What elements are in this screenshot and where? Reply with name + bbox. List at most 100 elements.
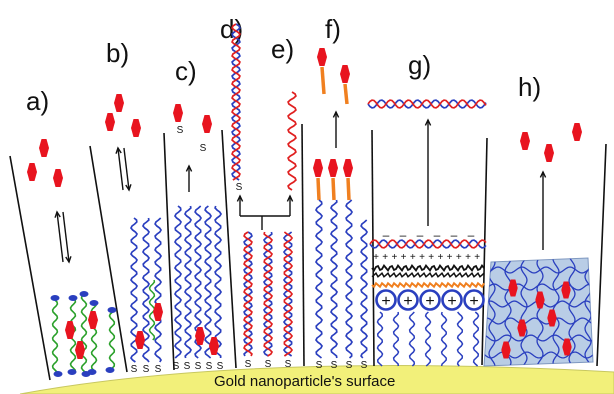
crosslink-chain: [536, 258, 544, 366]
rna-strand: [369, 239, 487, 249]
panel-label-b: b): [106, 38, 129, 68]
positive-charge: +: [465, 252, 471, 263]
linker: [346, 177, 351, 201]
positive-charge: +: [447, 252, 453, 263]
conjugated-strand: S: [343, 159, 354, 371]
thiol-label: S: [195, 361, 202, 372]
cationic-group: +: [375, 289, 397, 311]
panel-label-e: e): [271, 34, 294, 64]
crosslink-chain: [584, 258, 592, 366]
arrow-shaft: [56, 211, 64, 263]
thiol-label: S: [346, 360, 353, 371]
panel-h: [483, 123, 594, 367]
anchor-chain: [392, 311, 400, 367]
crosslink-chain: [520, 258, 528, 366]
drug-molecule: [520, 132, 530, 150]
conjugated-strand: S: [328, 159, 339, 371]
ligand-head: [68, 295, 78, 301]
dna-strand: [330, 199, 339, 359]
dna-strand: [184, 205, 193, 359]
dna-strand: [204, 205, 213, 359]
negative-charge: –: [434, 228, 441, 242]
drug-molecule: [313, 159, 323, 177]
arrow-head: [332, 110, 340, 118]
panel-label-a: a): [26, 86, 49, 116]
positive-charge: +: [391, 252, 397, 263]
release-arrow: [185, 164, 193, 192]
panel-g: – – – – – –+ + + + + + + + + + + ++ + + + +: [367, 99, 487, 367]
release-arrow: [539, 170, 547, 250]
dna-strand: [142, 217, 151, 363]
release-arrow-e: [286, 194, 294, 216]
release-arrow-d: [236, 194, 244, 216]
cationic-ring: [463, 289, 485, 311]
cationic-group: +: [397, 289, 419, 311]
rna-strand: [231, 23, 241, 181]
thiol-label: S: [245, 359, 252, 370]
arrow-shaft: [117, 147, 124, 191]
thiol-label: S: [265, 359, 272, 370]
panel-d-e: S S S S: [231, 23, 297, 370]
dna-strand: [369, 239, 487, 249]
drug-molecule: [39, 139, 49, 157]
thiol-label: S: [217, 361, 224, 372]
arrow-up: [115, 146, 124, 191]
arrow-down: [123, 147, 132, 192]
panel-c: SSS S S S S: [173, 104, 224, 372]
rna-strand: [243, 231, 253, 357]
cationic-ring: [441, 289, 463, 311]
negative-charge: –: [468, 228, 475, 242]
thiol-label: S: [177, 125, 184, 136]
drug-linker-conjugate: [340, 65, 350, 105]
positive-charge: +: [469, 293, 478, 310]
arrow-head: [125, 184, 132, 192]
cationic-group: +: [463, 289, 485, 311]
panel-label-f: f): [325, 14, 341, 44]
negative-charge: –: [451, 228, 458, 242]
drug-molecule: [572, 123, 582, 141]
dna-strand: [282, 231, 293, 357]
dna-strand: [345, 199, 354, 359]
ligand-anchor: [105, 367, 115, 373]
thiol-label: S: [285, 359, 292, 370]
dna-strand: [367, 99, 487, 109]
drug-molecule: [88, 311, 98, 329]
positive-charge: +: [474, 252, 480, 263]
negative-charge: –: [383, 228, 390, 242]
panel-a: [27, 139, 117, 377]
drug-molecule: [340, 65, 350, 83]
anchor-chain: [456, 311, 464, 367]
drug-molecule: [135, 331, 145, 349]
ligand: [79, 291, 91, 377]
linker-layer: [371, 281, 485, 289]
ligand-chain: [80, 295, 88, 375]
thiol-label: S: [316, 360, 323, 371]
drug-molecule: [65, 321, 75, 339]
thiol-label: S: [173, 361, 180, 372]
dna-strand: [154, 217, 163, 363]
ligand-anchor: [67, 369, 77, 375]
positive-charge: +: [447, 293, 456, 310]
drug-molecule: [202, 115, 212, 133]
release-arrow: [332, 110, 340, 148]
panel-walls: [9, 123, 607, 381]
polymer-layer: [371, 271, 485, 278]
positive-charge: +: [425, 293, 434, 310]
anchor-chain: [472, 311, 480, 367]
thiol-label: S: [155, 364, 162, 375]
surface-label: Gold nanoparticle's surface: [214, 373, 395, 390]
arrow-shaft: [62, 211, 70, 263]
thiol-label: S: [184, 361, 191, 372]
gold-nanoparticle-surface: [19, 365, 614, 394]
cationic-ring: [419, 289, 441, 311]
thiol-label: S: [331, 360, 338, 371]
rna-strand: [287, 91, 297, 191]
cationic-ring: [397, 289, 419, 311]
arrow-head: [286, 194, 294, 202]
arrow-head: [185, 164, 193, 172]
anchor-chain: [440, 311, 448, 367]
panel-label-g: g): [408, 50, 431, 80]
ligand-anchor: [81, 371, 91, 377]
